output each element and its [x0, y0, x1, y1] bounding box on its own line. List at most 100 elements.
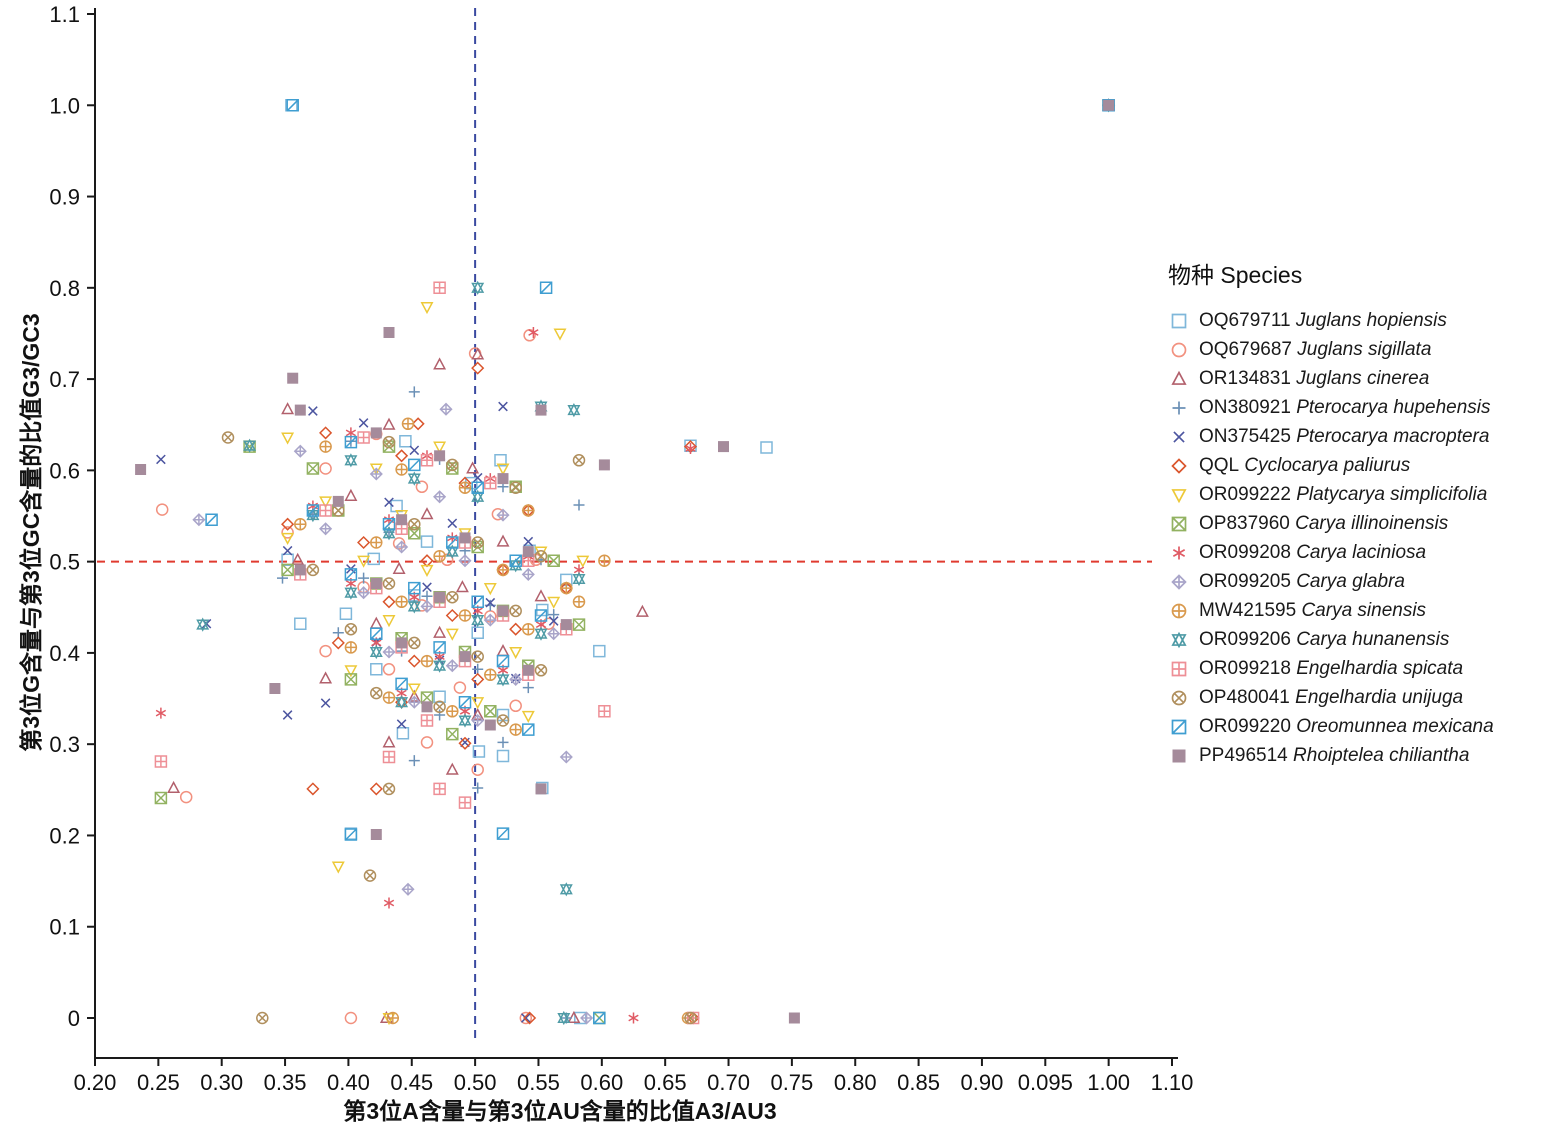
data-point	[282, 710, 293, 720]
data-point	[407, 471, 421, 486]
legend-species: Oreomunnea mexicana	[1296, 715, 1494, 737]
data-point	[269, 683, 281, 694]
data-point	[496, 654, 510, 668]
data-point	[572, 571, 586, 587]
data-point	[369, 463, 383, 476]
series-points-OR099220	[205, 99, 1115, 1025]
data-point	[339, 607, 353, 620]
axes	[94, 8, 1178, 1059]
x-tick-label: 1.10	[1151, 1070, 1194, 1095]
data-point	[357, 586, 371, 600]
data-point	[522, 546, 534, 558]
data-point	[344, 453, 358, 468]
data-point	[319, 671, 333, 684]
data-point	[445, 628, 459, 641]
data-point	[135, 464, 147, 475]
legend-item-OR099206: OR099206 Carya hunanensis	[1166, 625, 1560, 654]
data-point	[534, 664, 548, 677]
legend-item-OR099220: OR099220 Oreomunnea mexicana	[1166, 712, 1560, 741]
data-point	[319, 462, 332, 475]
legend-accession: OR099222	[1199, 483, 1297, 505]
legend-accession: OQ679711	[1199, 309, 1296, 331]
data-point	[446, 536, 459, 549]
legend-item-OR099205: OR099205 Carya glabra	[1166, 567, 1560, 596]
data-point	[319, 504, 332, 517]
data-point	[433, 641, 446, 654]
data-point	[382, 615, 396, 628]
data-point	[509, 481, 522, 494]
data-point	[496, 463, 510, 476]
data-point	[358, 572, 370, 584]
data-point	[484, 599, 496, 611]
square-plus-marker-icon	[1171, 661, 1187, 676]
legend-item-ON380921: ON380921 Pterocarya hupehensis	[1166, 393, 1560, 422]
data-point	[455, 580, 469, 593]
legend-species: Carya glabra	[1296, 570, 1405, 592]
series-points-MW421595	[294, 99, 1115, 1025]
legend-accession: OR099220	[1199, 715, 1297, 737]
x-tick-label: 0.55	[517, 1070, 560, 1095]
data-point	[519, 1011, 533, 1025]
data-point	[445, 659, 459, 673]
x-tick-label: 0.80	[834, 1070, 877, 1095]
data-point	[192, 513, 206, 527]
data-point	[535, 404, 547, 416]
data-point	[445, 762, 459, 775]
x-tick-label: 0.90	[961, 1070, 1004, 1095]
data-point	[344, 665, 358, 678]
data-point	[685, 443, 696, 454]
data-point	[471, 613, 485, 628]
y-tick-label: 0.7	[49, 367, 80, 392]
data-point	[319, 496, 333, 509]
data-point	[557, 1010, 571, 1026]
data-point	[598, 459, 610, 471]
legend-item-OR099218: OR099218 Engelhardia spicata	[1166, 654, 1560, 683]
legend-species: Carya laciniosa	[1296, 541, 1427, 563]
data-point	[370, 536, 383, 549]
data-point	[286, 99, 299, 112]
y-tick-label: 0.8	[49, 276, 80, 301]
data-point	[472, 472, 483, 483]
plus-marker-icon	[1172, 401, 1186, 414]
x-tick-label: 0.50	[454, 1070, 497, 1095]
legend: 物种 Species OQ679711 Juglans hopiensis OQ6…	[1166, 256, 1560, 770]
data-point	[446, 705, 459, 718]
data-point	[433, 625, 447, 638]
x-tick-label: 0.85	[897, 1070, 940, 1095]
data-point	[382, 663, 396, 676]
data-point	[396, 726, 410, 740]
data-point	[411, 417, 425, 431]
data-point	[306, 563, 320, 577]
x-axis-title: 第3位A含量与第3位AU含量的比值A3/AU3	[343, 1098, 777, 1124]
data-point	[294, 404, 306, 416]
data-point	[382, 577, 396, 590]
data-point	[420, 714, 434, 727]
data-point	[407, 654, 421, 668]
data-point	[395, 449, 409, 463]
data-point	[458, 609, 472, 622]
data-point	[382, 517, 396, 531]
circle-marker-icon	[1171, 342, 1187, 357]
data-point	[281, 517, 295, 531]
legend-accession: MW421595	[1199, 599, 1302, 621]
data-point	[471, 713, 485, 728]
data-point	[367, 552, 381, 566]
data-point	[471, 626, 484, 640]
triangle-star-marker-icon	[1171, 631, 1187, 648]
data-point	[256, 1011, 269, 1025]
data-point	[466, 461, 480, 474]
data-point	[293, 444, 307, 458]
data-point	[471, 481, 484, 494]
data-point	[509, 723, 522, 736]
data-point	[287, 372, 299, 384]
data-point	[548, 609, 560, 621]
data-point	[453, 681, 467, 694]
data-point	[282, 545, 293, 556]
data-point	[572, 454, 586, 467]
data-point	[281, 532, 295, 545]
data-point	[459, 532, 471, 544]
data-point	[560, 619, 572, 631]
data-point	[760, 441, 773, 454]
square-filled-marker-icon	[1172, 749, 1186, 762]
legend-species: Juglans cinerea	[1296, 367, 1430, 389]
